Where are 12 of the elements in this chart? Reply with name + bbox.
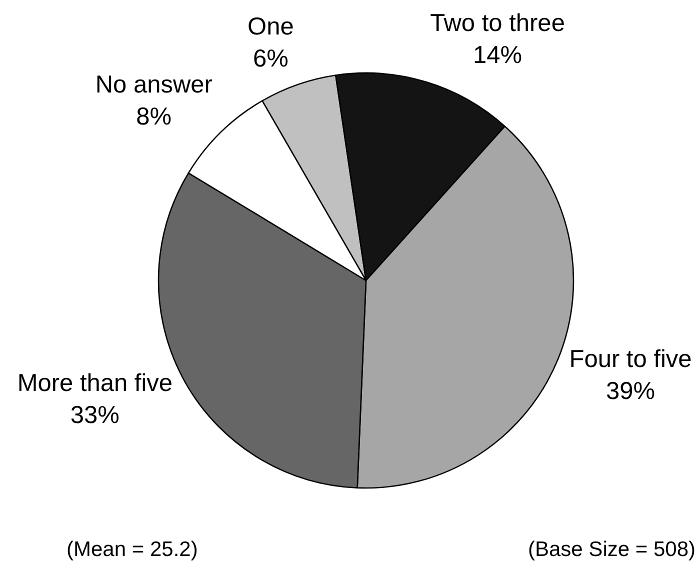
slice-label: Two to three [430,10,565,38]
slice-label: Four to five [569,346,692,374]
data-label: 33% [70,402,120,429]
slice-label: More than five [17,370,173,397]
text: (Mean = 25.2) [66,538,198,561]
slice-label: One [248,13,294,40]
data-label: 39% [606,378,656,406]
text: (Base Size = 508) [528,538,696,561]
slice-label: No answer [95,71,212,98]
data-label: 8% [136,103,172,130]
data-label: 14% [473,42,522,70]
data-label: 6% [252,45,288,72]
